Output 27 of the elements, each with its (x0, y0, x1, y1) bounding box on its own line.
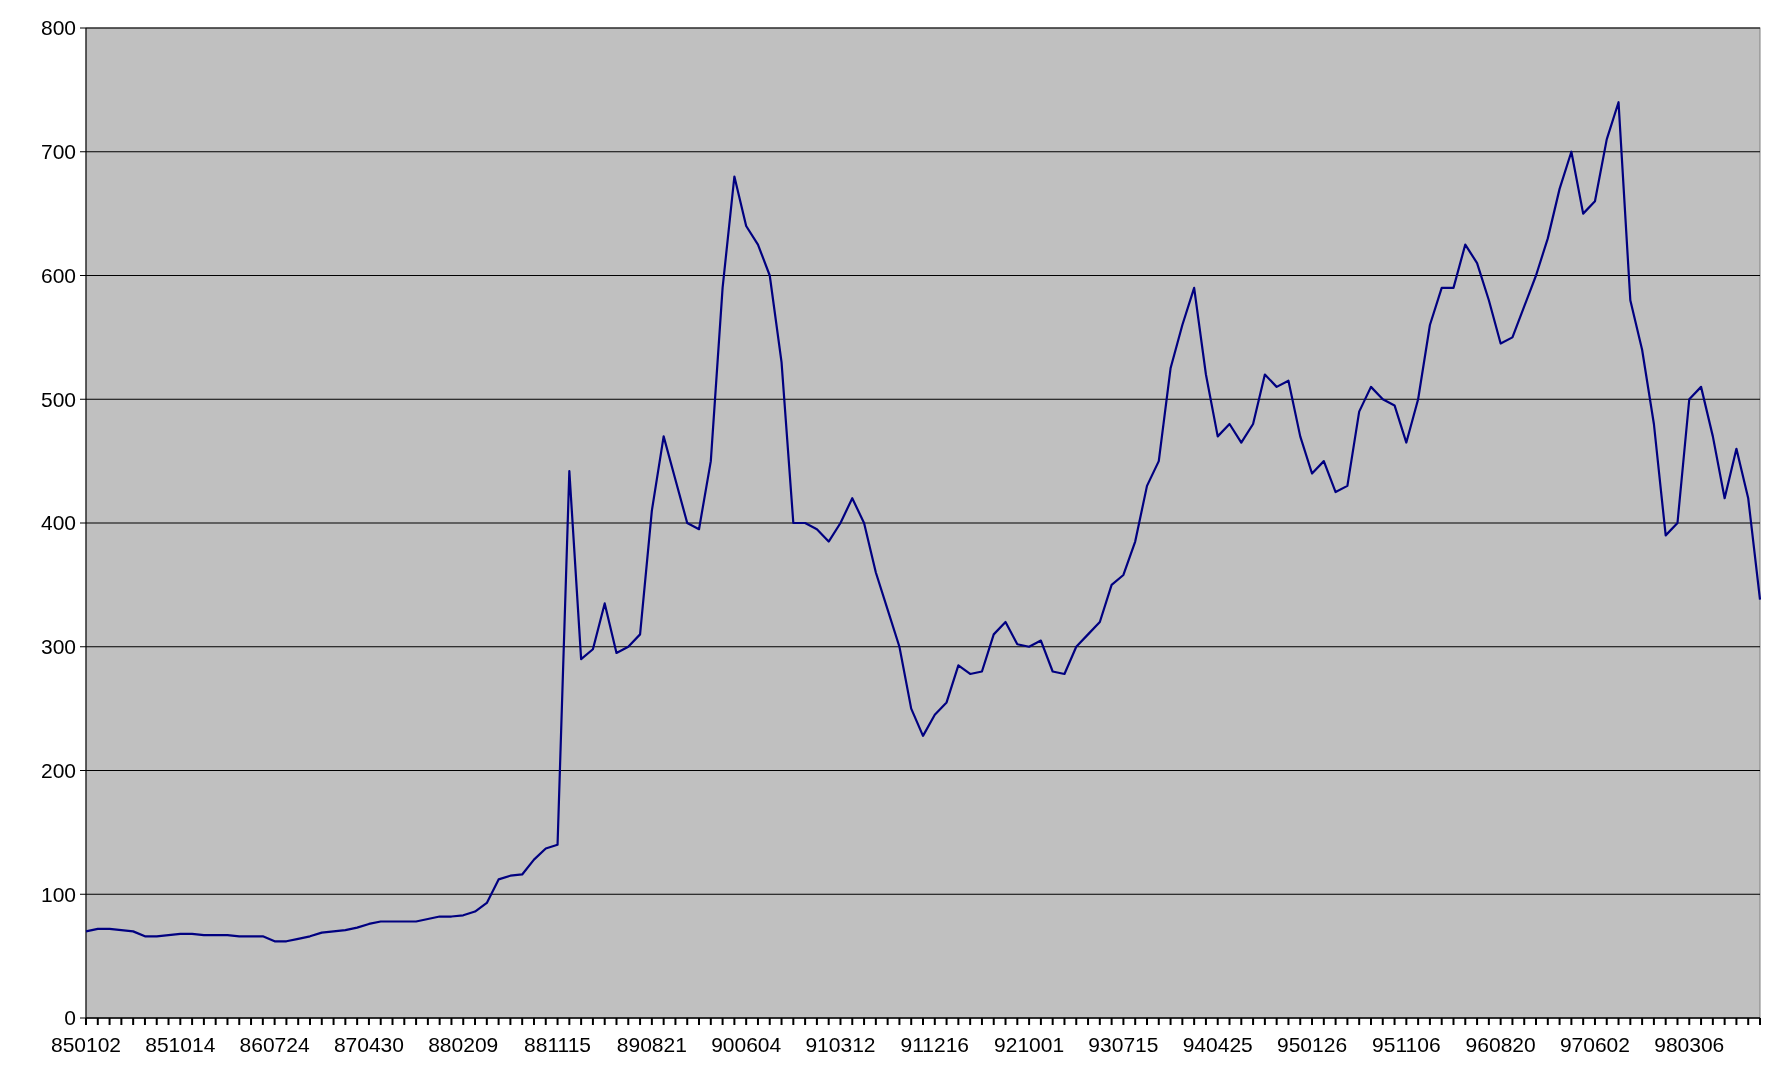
x-tick-label: 900604 (711, 1033, 782, 1056)
x-tick-label: 851014 (145, 1033, 216, 1056)
y-tick-label: 700 (40, 140, 76, 164)
x-tick-label: 921001 (994, 1033, 1065, 1056)
y-tick-label: 600 (40, 263, 76, 287)
x-tick-label: 911216 (900, 1033, 970, 1056)
x-tick-label: 890821 (616, 1033, 687, 1056)
x-tick-label: 951106 (1372, 1033, 1441, 1056)
y-tick-label: 200 (40, 758, 76, 782)
x-tick-label: 870430 (333, 1033, 404, 1056)
x-tick-label: 860724 (239, 1033, 310, 1056)
y-tick-label: 0 (64, 1006, 76, 1030)
x-tick-label: 940425 (1182, 1033, 1253, 1056)
y-tick-label: 800 (40, 16, 76, 40)
y-tick-label: 300 (40, 635, 76, 659)
x-tick-label: 850102 (50, 1033, 122, 1056)
x-tick-label: 881115 (524, 1033, 592, 1056)
y-tick-label: 500 (40, 387, 76, 411)
x-tick-label: 980306 (1654, 1033, 1725, 1056)
x-tick-label: 970602 (1559, 1033, 1630, 1056)
y-tick-label: 100 (40, 882, 76, 906)
y-tick-label: 400 (40, 511, 76, 535)
x-tick-label: 930715 (1088, 1033, 1159, 1056)
x-tick-label: 960820 (1465, 1033, 1536, 1056)
x-tick-label: 950126 (1276, 1033, 1348, 1056)
x-tick-label: 880209 (428, 1033, 499, 1056)
x-tick-label: 910312 (805, 1033, 876, 1056)
